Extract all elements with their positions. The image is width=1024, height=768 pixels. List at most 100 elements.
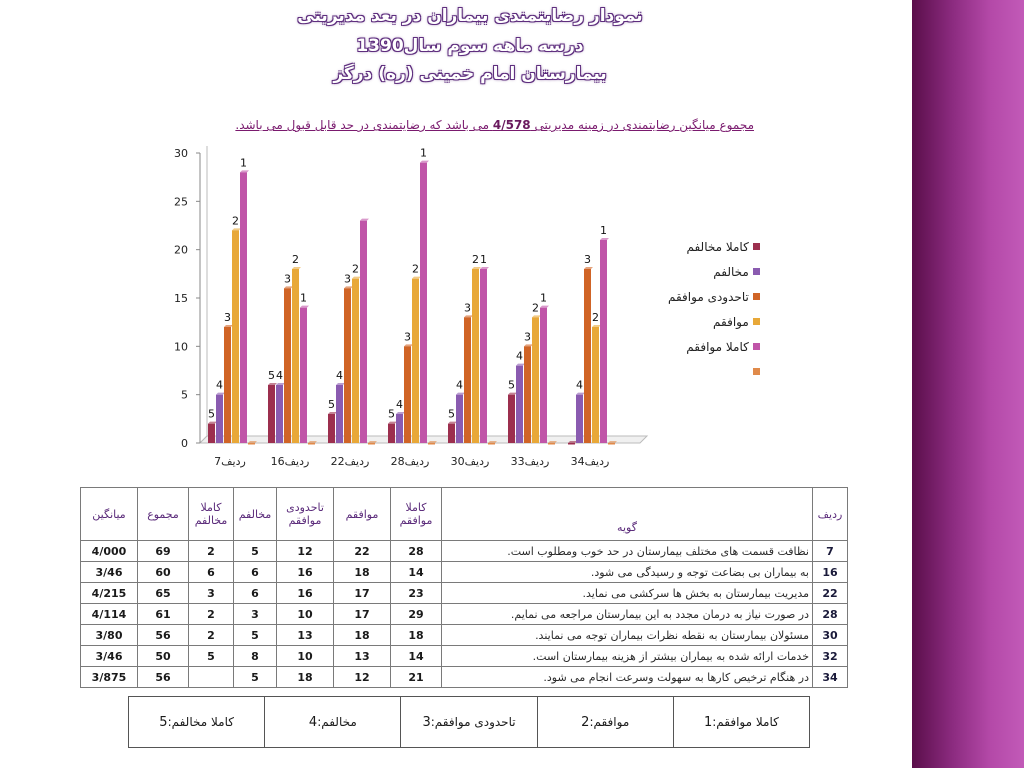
bar-top xyxy=(480,267,489,269)
bar-face xyxy=(208,423,215,443)
bar xyxy=(328,412,337,443)
data-label: 3 xyxy=(404,330,411,343)
bar xyxy=(540,305,549,443)
data-label: 4 xyxy=(216,379,223,392)
legend-label: مخالفم xyxy=(713,264,749,279)
bar xyxy=(276,383,285,443)
bar xyxy=(396,412,405,443)
legend-item: مخالفم xyxy=(668,259,760,284)
legend-swatch xyxy=(752,268,760,275)
bar-top xyxy=(248,441,257,443)
data-label: 1 xyxy=(480,253,487,266)
bar-top xyxy=(412,276,421,279)
bar-top xyxy=(524,344,533,347)
bar-top xyxy=(404,344,413,347)
bar xyxy=(336,383,345,443)
bar-face xyxy=(412,278,419,443)
data-label: 2 xyxy=(412,263,419,276)
bar-top xyxy=(420,160,429,163)
bar xyxy=(232,228,241,443)
bar-face xyxy=(568,443,575,445)
legend-item: تاحدودی موافقم xyxy=(668,284,760,309)
summary-value: 4/578 xyxy=(492,118,531,132)
bar-top xyxy=(240,170,249,173)
bar-face xyxy=(548,443,555,445)
legend-swatch xyxy=(752,343,760,350)
bar xyxy=(456,392,465,443)
bar-top xyxy=(548,441,557,443)
bar-face xyxy=(584,269,591,443)
bar-top xyxy=(328,412,337,414)
key-item: تاحدودی موافقم:3 xyxy=(400,696,538,748)
y-tick-label: 10 xyxy=(174,340,188,353)
y-tick-label: 15 xyxy=(174,292,188,305)
y-tick-label: 30 xyxy=(174,147,188,160)
header-c4: مخالفم xyxy=(233,487,277,541)
bar xyxy=(464,315,473,443)
summary-prefix: مجموع میانگین رضایتمندی در زمینه مدیریتی xyxy=(534,118,754,132)
plot-back-wall xyxy=(199,146,208,444)
bar xyxy=(524,344,533,443)
data-label: 3 xyxy=(284,272,291,285)
x-tick-label: ردیف22 xyxy=(331,455,370,468)
header-c1: کاملا موافقم xyxy=(390,487,442,541)
bar-top xyxy=(300,305,309,308)
table-row: 7 نظافت قسمت های مختلف بیمارستان در حد خ… xyxy=(80,540,848,562)
bar xyxy=(248,441,257,445)
bar-top xyxy=(292,267,301,269)
bar-top xyxy=(276,383,285,385)
header-index: ردیف xyxy=(812,487,848,541)
bar-face xyxy=(404,346,411,443)
bar-top xyxy=(428,441,437,443)
bar-top xyxy=(368,441,377,443)
data-label: 5 xyxy=(208,408,215,421)
bar xyxy=(584,267,593,443)
bar-top xyxy=(464,315,473,318)
table-header-row: ردیف گویه کاملا موافقم موافقم تاحدودی مواف… xyxy=(80,487,848,541)
title-line-2: درسه ماهه سوم سال1390 xyxy=(356,36,584,56)
bar-face xyxy=(428,443,435,445)
header-avg: میانگین xyxy=(80,487,138,541)
bar xyxy=(412,276,421,443)
data-label: 1 xyxy=(300,292,307,305)
bar-face xyxy=(360,220,367,443)
data-label: 5 xyxy=(448,408,455,421)
bar xyxy=(360,218,369,443)
bar-top xyxy=(508,392,517,395)
bar-face xyxy=(608,443,615,445)
legend-label: کاملا موافقم xyxy=(686,339,749,354)
bar-top xyxy=(584,267,593,269)
bar-face xyxy=(524,346,531,443)
header-sum: مجموع xyxy=(137,487,189,541)
bar-face xyxy=(480,269,487,443)
title-line-3: بیمارستان امام خمینی (ره) درگز xyxy=(333,64,607,84)
bar xyxy=(240,170,249,444)
x-tick-label: ردیف33 xyxy=(511,455,550,468)
y-tick-label: 0 xyxy=(181,437,188,450)
bar xyxy=(448,421,457,443)
bar xyxy=(508,392,517,443)
bar-top xyxy=(448,421,457,424)
bar xyxy=(428,441,437,445)
title-line-1: نمودار رضایتمندی بیماران در بعد مدیریتی xyxy=(297,6,643,26)
key-item: موافقم:2 xyxy=(536,696,674,748)
bar-top xyxy=(208,421,217,424)
data-label: 2 xyxy=(532,301,539,314)
table-row: 34 در هنگام ترخیص کارها به سهولت وسرعت ا… xyxy=(80,666,848,688)
bar xyxy=(368,441,377,445)
table-row: 16 به بیماران بی بضاعت توجه و رسیدگی می … xyxy=(80,561,848,583)
bar xyxy=(532,315,541,443)
bar-top xyxy=(336,383,345,385)
bar-top xyxy=(516,363,525,366)
bar-face xyxy=(388,423,395,443)
data-label: 2 xyxy=(352,263,359,276)
bar-face xyxy=(592,327,599,443)
summary-text: مجموع میانگین رضایتمندی در زمینه مدیریتی… xyxy=(150,118,754,132)
data-table: ردیف گویه کاملا موافقم موافقم تاحدودی مواف… xyxy=(80,487,848,688)
key-item: مخالفم:4 xyxy=(264,696,402,748)
header-question: گویه xyxy=(441,487,813,541)
x-tick-label: ردیف7 xyxy=(214,455,246,468)
bar xyxy=(516,363,525,443)
bar-face xyxy=(368,443,375,445)
bar-face xyxy=(232,230,239,443)
